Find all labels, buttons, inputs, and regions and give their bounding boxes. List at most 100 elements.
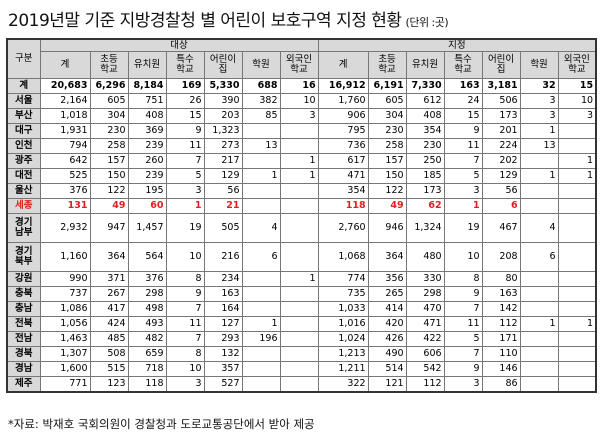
cell: 11 [443, 316, 483, 332]
cell: 1,160 [39, 242, 91, 272]
cell: 1,760 [317, 93, 369, 109]
cell: 1 [519, 316, 559, 332]
row-label: 제주 [6, 376, 41, 393]
cell: 718 [127, 361, 167, 377]
row-label: 충북 [6, 286, 41, 302]
column-header: 어린이 집 [203, 51, 243, 79]
cell: 470 [405, 301, 445, 317]
cell: 202 [481, 153, 521, 169]
cell [557, 346, 597, 362]
row-label: 충남 [6, 301, 41, 317]
cell: 795 [317, 123, 369, 139]
cell: 471 [405, 316, 445, 332]
cell: 239 [127, 168, 167, 184]
cell: 1,323 [203, 123, 243, 139]
cell: 10 [279, 93, 319, 109]
cell: 26 [165, 93, 205, 109]
cell: 527 [203, 376, 243, 393]
footnote: *자료: 박재호 국회의원이 경찰청과 도로교통공단에서 받아 제공 [8, 417, 315, 431]
table-row: 경남 1,600 515 718 10 357 1,211 514 542 9 146 [6, 361, 597, 377]
cell: 369 [127, 123, 167, 139]
cell [557, 286, 597, 302]
cell: 195 [127, 183, 167, 199]
column-header: 특수 학교 [443, 51, 483, 79]
cell: 1,213 [317, 346, 369, 362]
table-row: 전북 1,056 424 493 11 127 1 1,016 420 471 11 112 1 1 [6, 316, 597, 332]
cell: 3 [165, 183, 205, 199]
cell: 390 [203, 93, 243, 109]
cell: 2,932 [39, 213, 91, 243]
cell: 1 [165, 198, 205, 214]
cell: 1 [557, 153, 597, 169]
cell: 132 [203, 346, 243, 362]
cell: 122 [367, 183, 407, 199]
cell [557, 123, 597, 139]
cell [241, 153, 281, 169]
table-row: 강원 990 371 376 8 234 1 774 356 330 8 80 [6, 271, 597, 287]
table-row: 경기 남부 2,932 947 1,457 19 505 4 2,760 946 1,324 19 4… [6, 213, 597, 243]
cell: 1 [279, 153, 319, 169]
cell [279, 213, 319, 243]
row-label: 부산 [6, 108, 41, 124]
cell [241, 183, 281, 199]
cell [557, 198, 597, 214]
cell: 947 [89, 213, 129, 243]
cell: 146 [481, 361, 521, 377]
cell: 5 [165, 168, 205, 184]
header-row: 구분 대상 지정 [6, 38, 597, 79]
cell: 201 [481, 123, 521, 139]
cell: 13 [519, 138, 559, 154]
row-label: 전북 [6, 316, 41, 332]
cell: 298 [127, 286, 167, 302]
cell: 771 [39, 376, 91, 393]
cell: 150 [89, 168, 129, 184]
column-header: 외국인 학교 [279, 51, 319, 79]
cell: 3 [165, 376, 205, 393]
cell: 20,683 [39, 78, 91, 94]
table-row: 인천 794 258 239 11 273 13 736 258 230 11 224 13 [6, 138, 597, 154]
table-row: 경북 1,307 508 659 8 132 1,213 490 606 7 110 [6, 346, 597, 362]
cell: 382 [241, 93, 281, 109]
cell: 86 [481, 376, 521, 393]
cell: 5 [443, 331, 483, 347]
cell: 7 [443, 153, 483, 169]
cell: 508 [89, 346, 129, 362]
cell: 774 [317, 271, 369, 287]
cell: 525 [39, 168, 91, 184]
cell: 357 [203, 361, 243, 377]
cell: 422 [405, 331, 445, 347]
row-label: 경기 남부 [6, 213, 41, 243]
table-row: 세종 131 49 60 1 21 118 49 62 1 6 [6, 198, 597, 214]
cell: 617 [317, 153, 369, 169]
cell: 304 [367, 108, 407, 124]
cell: 4 [241, 213, 281, 243]
cell: 906 [317, 108, 369, 124]
cell: 364 [367, 242, 407, 272]
cell: 9 [165, 286, 205, 302]
header-row: 계 초등 학교 유치원 특수 학교 어린이 집 학원 외국인 학교 계 초등 학교 유치원 특수 학… [7, 51, 597, 79]
cell [279, 361, 319, 377]
cell: 6 [241, 242, 281, 272]
cell: 56 [203, 183, 243, 199]
cell: 60 [127, 198, 167, 214]
cell [279, 123, 319, 139]
cell: 1,931 [39, 123, 91, 139]
cell: 129 [481, 168, 521, 184]
cell: 203 [203, 108, 243, 124]
cell: 6,191 [367, 78, 407, 94]
cell: 10 [165, 361, 205, 377]
cell [557, 138, 597, 154]
cell: 3 [519, 108, 559, 124]
cell: 15 [557, 78, 597, 94]
cell: 493 [127, 316, 167, 332]
cell: 376 [127, 271, 167, 287]
cell: 85 [241, 108, 281, 124]
cell: 56 [481, 183, 521, 199]
cell: 1 [443, 198, 483, 214]
table-row: 충북 737 267 298 9 163 735 265 298 9 163 [6, 286, 597, 302]
row-label: 경북 [6, 346, 41, 362]
cell: 1,324 [405, 213, 445, 243]
cell: 142 [481, 301, 521, 317]
cell [519, 346, 559, 362]
